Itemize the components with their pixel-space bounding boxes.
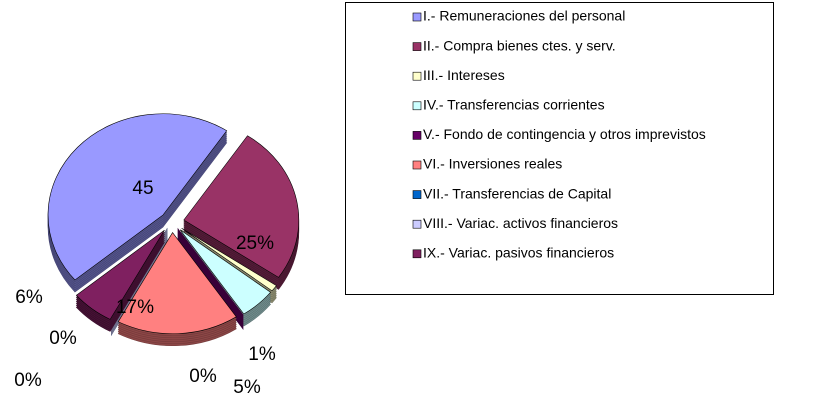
- slice: [183, 135, 300, 278]
- legend-label: III.- Intereses: [423, 67, 505, 83]
- slice: [117, 232, 237, 335]
- legend-label: V.- Fondo de contingencia y otros imprev…: [423, 126, 706, 142]
- data-label: 0%: [14, 370, 42, 391]
- slice: [75, 229, 165, 320]
- legend-swatch: [412, 160, 422, 170]
- legend-swatch: [412, 219, 422, 229]
- legend-swatch: [412, 131, 422, 140]
- legend-label: VII.- Transferencias de Capital: [423, 185, 611, 201]
- legend-label: II.- Compra bienes ctes. y serv.: [423, 37, 616, 53]
- legend-swatch: [412, 12, 422, 22]
- data-label: 0%: [189, 366, 217, 387]
- legend-label: IX.- Variac. pasivos financieros: [423, 245, 614, 261]
- slice: [181, 228, 277, 292]
- legend-label: VI.- Inversiones reales: [423, 156, 562, 172]
- slice: [179, 229, 271, 315]
- slice-side: [177, 227, 244, 331]
- data-label: 0%: [49, 328, 77, 349]
- legend-swatch: [412, 101, 422, 111]
- legend-label: I.- Remuneraciones del personal: [423, 8, 625, 24]
- legend-swatch: [412, 249, 422, 259]
- legend-swatch: [412, 42, 422, 51]
- legend-swatch: [412, 71, 422, 81]
- legend-swatch: [412, 190, 422, 199]
- data-label: 25%: [236, 233, 274, 254]
- slice: [47, 113, 228, 281]
- legend-label: VIII.- Variac. activos financieros: [423, 215, 618, 231]
- data-label: 1%: [248, 344, 276, 365]
- data-label: 5%: [233, 377, 261, 398]
- data-label: 45: [132, 178, 153, 199]
- legend-box: [345, 2, 774, 295]
- data-label: 17%: [116, 297, 154, 318]
- data-label: 6%: [15, 287, 43, 308]
- legend-label: IV.- Transferencias corrientes: [423, 97, 605, 113]
